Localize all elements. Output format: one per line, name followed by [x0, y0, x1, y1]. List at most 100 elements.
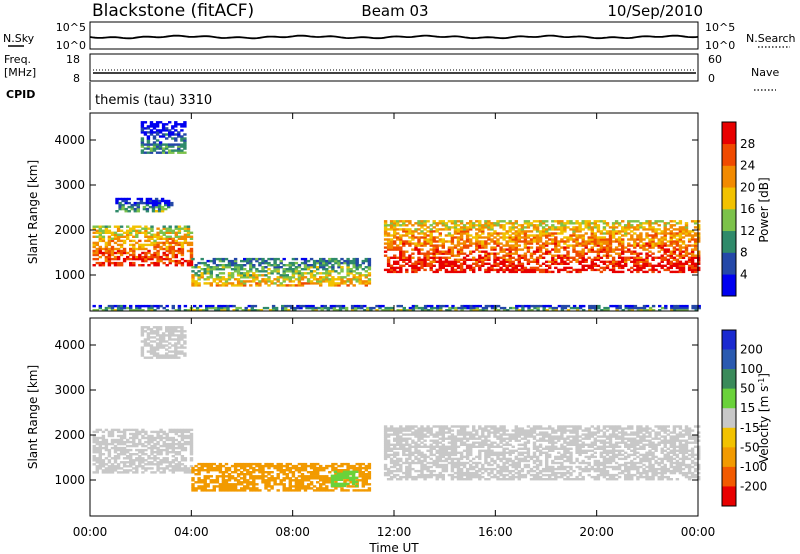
heatmap-cell — [441, 431, 445, 434]
heatmap-cell — [441, 445, 445, 448]
heatmap-cell — [517, 260, 521, 263]
heatmap-cell — [450, 260, 455, 263]
heatmap-cell — [383, 465, 388, 469]
heatmap-cell — [496, 258, 500, 261]
heatmap-cell — [146, 125, 151, 128]
heatmap-cell — [502, 238, 506, 241]
heatmap-cell — [154, 199, 159, 203]
heatmap-cell — [98, 306, 102, 310]
heatmap-cell — [487, 232, 491, 235]
heatmap-cell — [129, 465, 133, 468]
heatmap-cell — [174, 133, 178, 136]
heatmap-cell — [183, 465, 188, 468]
heatmap-cell — [233, 464, 238, 468]
heatmap-cell — [617, 256, 622, 259]
heatmap-cell — [297, 481, 302, 484]
heatmap-cell — [697, 232, 701, 235]
heatmap-cell — [572, 258, 576, 261]
heatmap-cell — [450, 242, 455, 245]
heatmap-cell — [633, 242, 637, 245]
heatmap-cell — [587, 236, 591, 239]
heatmap-cell — [389, 459, 394, 463]
heatmap-cell — [282, 473, 286, 476]
heatmap-cell — [523, 246, 528, 249]
heatmap-cell — [95, 440, 99, 444]
heatmap-cell — [138, 253, 142, 257]
heatmap-cell — [306, 471, 311, 474]
heatmap-cell — [189, 459, 194, 462]
heatmap-cell — [358, 282, 362, 285]
heatmap-cell — [158, 141, 163, 144]
heatmap-cell — [684, 228, 689, 231]
heatmap-cell — [361, 274, 365, 277]
heatmap-cell — [386, 473, 391, 477]
heatmap-cell — [405, 234, 409, 237]
heatmap-cell — [141, 428, 145, 432]
heatmap-cell — [490, 304, 495, 308]
heatmap-cell — [435, 455, 439, 459]
heatmap-cell — [660, 242, 664, 245]
heatmap-cell — [316, 477, 320, 480]
heatmap-cell — [309, 483, 314, 486]
heatmap-cell — [426, 242, 430, 245]
heatmap-cell — [462, 240, 467, 243]
heatmap-cell — [621, 256, 625, 259]
heatmap-cell — [411, 453, 415, 457]
heatmap-cell — [469, 465, 473, 469]
heatmap-cell — [569, 234, 573, 237]
heatmap-cell — [160, 197, 165, 201]
heatmap-cell — [197, 469, 201, 472]
heatmap-cell — [529, 254, 534, 257]
heatmap-cell — [334, 469, 338, 472]
heatmap-cell — [358, 466, 362, 470]
heatmap-cell — [240, 464, 244, 468]
heatmap-cell — [358, 278, 362, 281]
heatmap-cell — [186, 430, 191, 434]
heatmap-cell — [317, 306, 321, 310]
heatmap-cell — [548, 264, 552, 267]
heatmap-cell — [465, 236, 470, 239]
heatmap-cell — [156, 251, 160, 255]
heatmap-cell — [252, 280, 256, 283]
heatmap-cell — [450, 222, 455, 225]
heatmap-cell — [405, 449, 409, 452]
heatmap-cell — [438, 453, 442, 457]
heatmap-cell — [273, 483, 277, 486]
heatmap-cell — [545, 260, 549, 263]
heatmap-cell — [663, 256, 667, 259]
heatmap-cell — [575, 254, 579, 257]
heatmap-cell — [144, 459, 148, 462]
heatmap-cell — [545, 236, 549, 239]
heatmap-cell — [162, 432, 166, 436]
heatmap-cell — [399, 435, 403, 438]
heatmap-cell — [221, 475, 226, 478]
heatmap-cell — [411, 236, 415, 239]
heatmap-cell — [165, 446, 169, 450]
heatmap-cell — [617, 232, 622, 235]
heatmap-cell — [116, 304, 121, 308]
heatmap-cell — [147, 309, 151, 312]
heatmap-cell — [584, 244, 588, 247]
heatmap-cell — [322, 276, 326, 279]
heatmap-cell — [602, 266, 607, 270]
heatmap-cell — [95, 231, 99, 234]
heatmap-cell — [154, 197, 159, 201]
heatmap-cell — [246, 257, 250, 261]
heatmap-cell — [261, 466, 265, 470]
heatmap-cell — [584, 232, 588, 235]
heatmap-cell — [508, 236, 512, 239]
heatmap-cell — [129, 469, 133, 472]
heatmap-cell — [119, 430, 124, 434]
heatmap-cell — [288, 276, 292, 279]
heatmap-cell — [174, 430, 178, 434]
heatmap-cell — [432, 222, 436, 225]
heatmap-cell — [459, 443, 464, 446]
heatmap-cell — [101, 237, 106, 240]
heatmap-cell — [478, 451, 482, 454]
heatmap-cell — [453, 443, 458, 446]
heatmap-cell — [578, 222, 582, 225]
heatmap-cell — [276, 489, 280, 492]
heatmap-cell — [140, 131, 145, 134]
heatmap-cell — [240, 274, 244, 277]
heatmap-cell — [171, 253, 175, 257]
